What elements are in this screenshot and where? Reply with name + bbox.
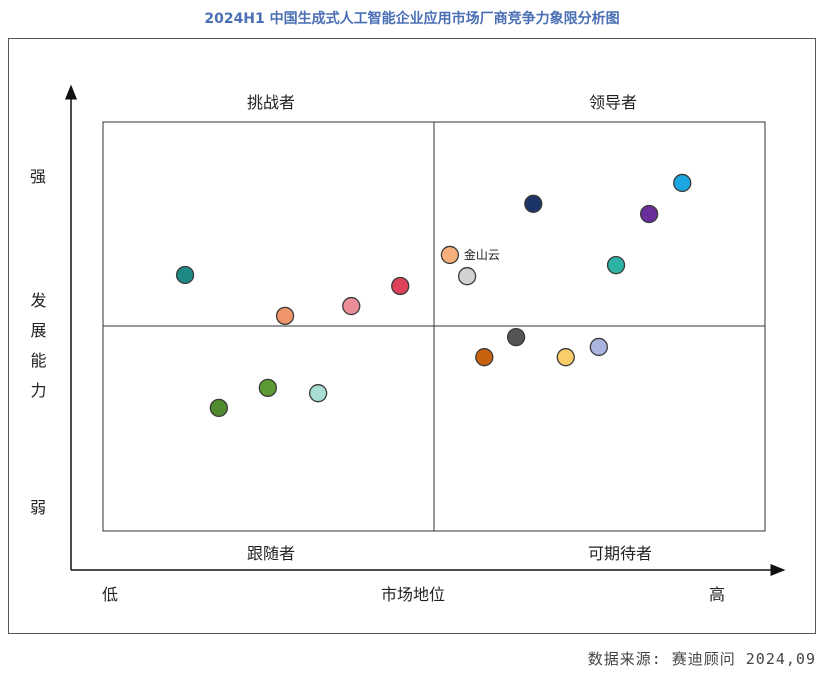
chart-title: 2024H1 中国生成式人工智能企业应用市场厂商竞争力象限分析图 [204,11,620,27]
quadrant-label-challenger: 挑战者 [247,93,295,112]
data-point [308,384,328,403]
y-low-label: 弱 [30,498,46,517]
x-axis-label: 市场地位 [381,585,445,604]
data-point [556,348,575,367]
data-point [175,265,195,285]
source-note: 数据来源: 赛迪顾问 2024,09 [587,650,816,668]
y-high-label: 强 [30,167,46,186]
data-point [342,296,361,316]
data-points: 金山云 [175,173,692,418]
data-point [524,194,543,213]
data-point [506,327,526,347]
y-axis-label: 发展能力 [30,291,47,400]
data-point [673,173,692,193]
quadrant-label-follower: 跟随者 [247,544,295,563]
quadrant-label-promising: 可期待者 [588,544,652,563]
data-label: 金山云 [464,247,500,262]
data-point [589,337,608,357]
quadrant-label-leader: 领导者 [589,93,637,112]
data-point [475,348,494,367]
data-point [209,398,229,418]
x-low-label: 低 [102,585,118,604]
data-point [275,306,295,326]
x-high-label: 高 [709,585,725,604]
data-point [606,255,626,275]
chart-frame [8,38,816,634]
data-point [391,276,410,296]
data-point [440,245,460,265]
data-point [457,267,477,286]
data-point [640,204,659,224]
data-point [258,378,277,398]
